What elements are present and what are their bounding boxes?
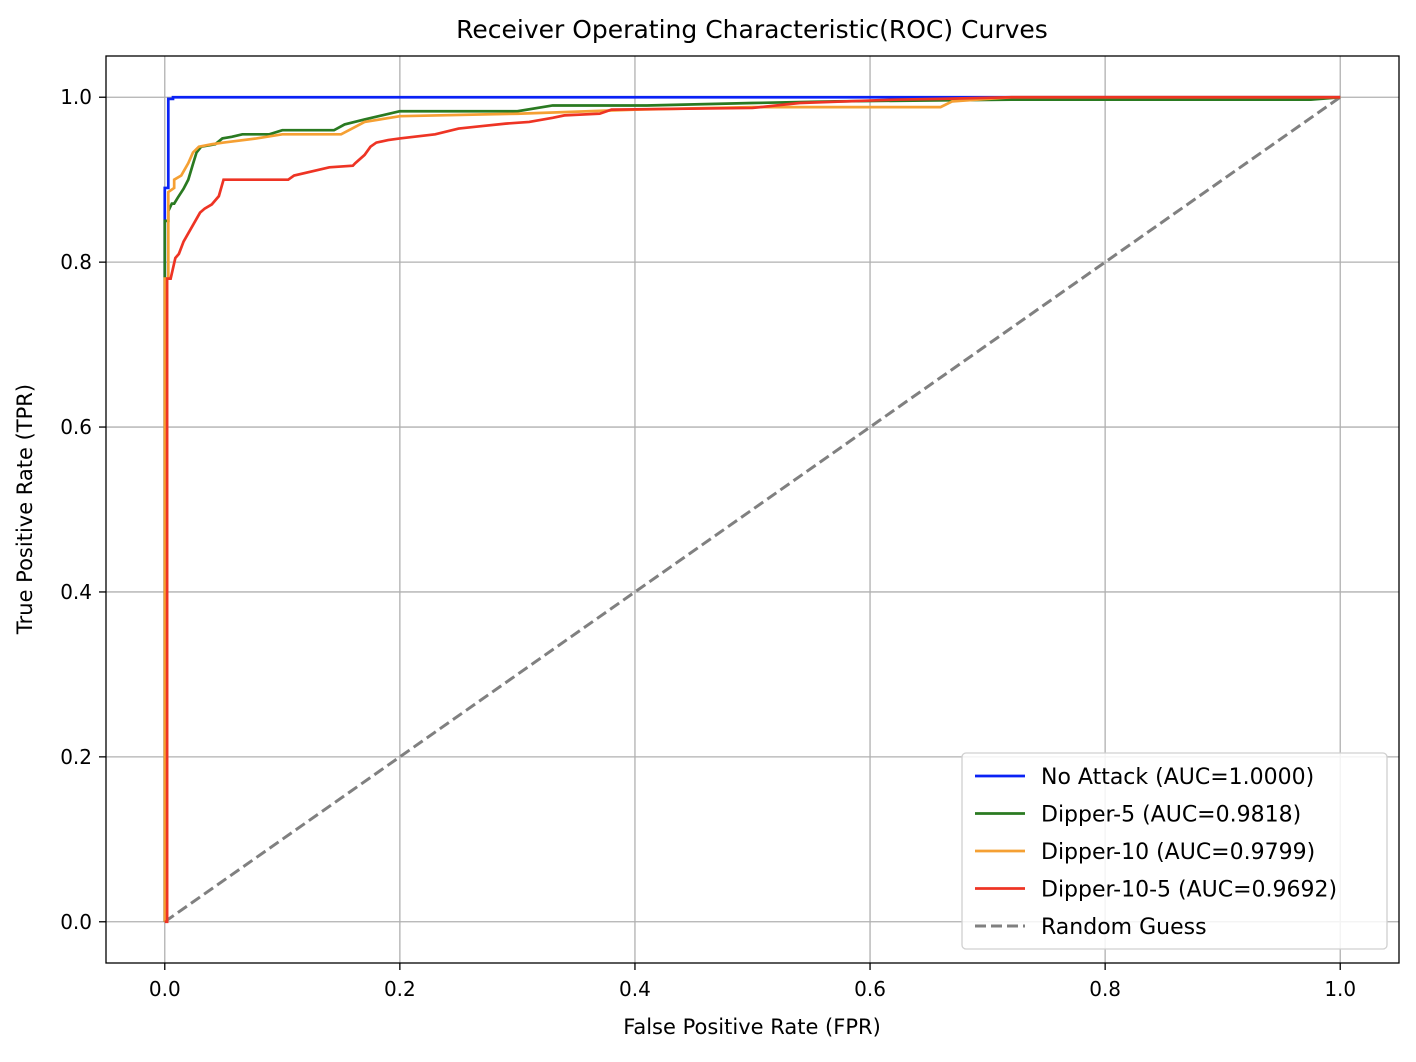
legend: No Attack (AUC=1.0000) Dipper-5 (AUC=0.98… [961, 752, 1388, 950]
x-tick-label: 0.6 [854, 977, 886, 1001]
x-axis-title: False Positive Rate (FPR) [623, 1015, 881, 1039]
legend-label: No Attack (AUC=1.0000) [1041, 765, 1314, 790]
legend-label: Random Guess [1041, 915, 1207, 940]
y-tick-label: 0.0 [60, 910, 92, 934]
series-line-dipper-10-auc-0-9799 [163, 95, 1341, 922]
y-tick-label: 0.6 [60, 415, 92, 439]
series-line-dipper-10-5-auc-0-9692 [164, 95, 1341, 924]
y-axis-title: True Positive Rate (TPR) [13, 384, 37, 635]
legend-label: Dipper-5 (AUC=0.9818) [1041, 803, 1301, 828]
y-tick-label: 0.8 [60, 250, 92, 274]
legend-label: Dipper-10 (AUC=0.9799) [1041, 840, 1315, 865]
y-tick-label: 1.0 [60, 85, 92, 109]
legend-label: Dipper-10-5 (AUC=0.9692) [1041, 878, 1337, 903]
x-tick-label: 0.0 [149, 977, 181, 1001]
x-tick-label: 0.2 [384, 977, 416, 1001]
y-tick-label: 0.2 [60, 745, 92, 769]
series-line-no-attack-auc-1-0000 [163, 95, 1341, 922]
y-tick-label: 0.4 [60, 580, 92, 604]
chart-title: Receiver Operating Characteristic(ROC) C… [456, 15, 1048, 44]
legend-box [961, 752, 1388, 950]
tick-layer: 0.0 0.2 0.4 0.6 0.8 1.0 0.0 0.2 0.4 0.6 0.8 1.0 [60, 85, 1356, 1001]
x-tick-label: 0.8 [1089, 977, 1121, 1001]
x-tick-label: 0.4 [619, 977, 651, 1001]
plot-frame [105, 55, 1400, 964]
x-tick-label: 1.0 [1324, 977, 1356, 1001]
series-line-dipper-5-auc-0-9818 [163, 95, 1341, 922]
series-layer [163, 95, 1342, 924]
